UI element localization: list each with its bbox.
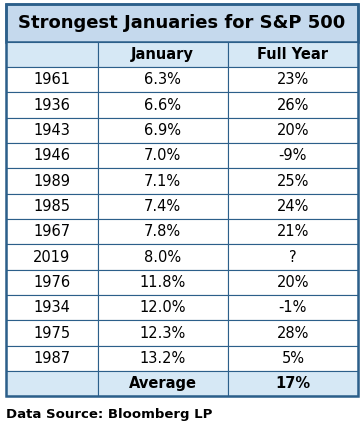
Text: 1987: 1987 <box>33 351 70 366</box>
Text: 6.3%: 6.3% <box>144 72 181 87</box>
Bar <box>6 295 98 320</box>
Bar <box>98 320 228 345</box>
Bar <box>98 371 228 396</box>
Text: -1%: -1% <box>279 300 307 315</box>
Bar <box>6 42 98 67</box>
Text: Data Source: Bloomberg LP: Data Source: Bloomberg LP <box>6 408 212 421</box>
Bar <box>6 67 98 92</box>
Text: 1943: 1943 <box>33 123 70 138</box>
Text: 20%: 20% <box>277 275 309 290</box>
Bar <box>6 92 98 118</box>
Bar <box>98 219 228 245</box>
Text: 17%: 17% <box>275 376 310 391</box>
Text: 13.2%: 13.2% <box>139 351 186 366</box>
Text: 1985: 1985 <box>33 199 70 214</box>
Bar <box>228 67 358 92</box>
Bar <box>6 168 98 194</box>
Text: 24%: 24% <box>277 199 309 214</box>
Text: January: January <box>131 47 194 62</box>
Text: 12.3%: 12.3% <box>139 325 186 340</box>
Text: 7.0%: 7.0% <box>144 148 181 163</box>
Text: Full Year: Full Year <box>257 47 328 62</box>
Text: 1934: 1934 <box>33 300 70 315</box>
Bar <box>228 245 358 270</box>
Text: 6.9%: 6.9% <box>144 123 181 138</box>
Bar <box>228 371 358 396</box>
Text: 7.8%: 7.8% <box>144 224 181 239</box>
Text: 11.8%: 11.8% <box>139 275 186 290</box>
Text: 1946: 1946 <box>33 148 70 163</box>
Bar <box>98 92 228 118</box>
Bar <box>98 295 228 320</box>
Text: 6.6%: 6.6% <box>144 98 181 112</box>
Bar <box>6 345 98 371</box>
Text: 1976: 1976 <box>33 275 70 290</box>
Bar <box>228 143 358 168</box>
Bar <box>6 143 98 168</box>
Text: ?: ? <box>289 250 297 265</box>
Bar <box>6 219 98 245</box>
Bar <box>98 194 228 219</box>
Text: 1989: 1989 <box>33 173 70 188</box>
Bar <box>98 118 228 143</box>
Bar <box>98 67 228 92</box>
Bar <box>228 270 358 295</box>
Bar <box>6 245 98 270</box>
Bar <box>228 295 358 320</box>
Text: 8.0%: 8.0% <box>144 250 181 265</box>
Text: 21%: 21% <box>277 224 309 239</box>
Bar <box>228 92 358 118</box>
Bar <box>228 42 358 67</box>
Bar <box>98 168 228 194</box>
Text: 1975: 1975 <box>33 325 70 340</box>
Bar <box>6 194 98 219</box>
Bar <box>228 194 358 219</box>
Text: Strongest Januaries for S&P 500: Strongest Januaries for S&P 500 <box>18 14 346 32</box>
Bar <box>98 345 228 371</box>
Text: 28%: 28% <box>277 325 309 340</box>
Text: 7.4%: 7.4% <box>144 199 181 214</box>
Bar <box>98 270 228 295</box>
Text: 25%: 25% <box>277 173 309 188</box>
Text: 5%: 5% <box>281 351 304 366</box>
Bar <box>6 371 98 396</box>
Text: 1936: 1936 <box>33 98 70 112</box>
Bar <box>228 168 358 194</box>
Bar <box>6 118 98 143</box>
Bar <box>228 219 358 245</box>
Bar <box>228 345 358 371</box>
Bar <box>6 270 98 295</box>
Text: 7.1%: 7.1% <box>144 173 181 188</box>
Bar <box>98 143 228 168</box>
Bar <box>6 320 98 345</box>
Bar <box>6 4 358 42</box>
Text: 23%: 23% <box>277 72 309 87</box>
Text: 1967: 1967 <box>33 224 70 239</box>
Text: -9%: -9% <box>279 148 307 163</box>
Text: 20%: 20% <box>277 123 309 138</box>
Bar <box>228 320 358 345</box>
Text: 26%: 26% <box>277 98 309 112</box>
Bar <box>98 245 228 270</box>
Bar <box>228 118 358 143</box>
Text: 1961: 1961 <box>33 72 70 87</box>
Text: Average: Average <box>128 376 197 391</box>
Text: 2019: 2019 <box>33 250 70 265</box>
Bar <box>98 42 228 67</box>
Text: 12.0%: 12.0% <box>139 300 186 315</box>
